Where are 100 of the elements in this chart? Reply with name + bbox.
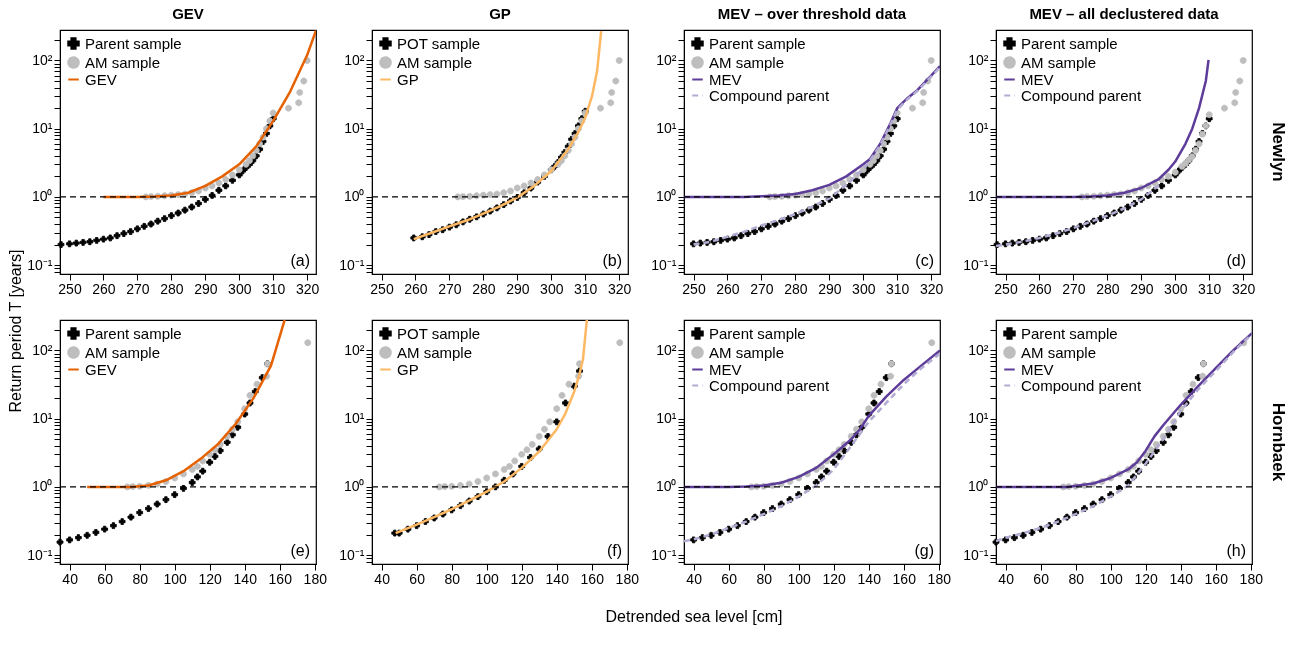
legend-label: AM sample <box>1021 343 1097 361</box>
y-tick-label: 10⁰ <box>655 188 677 205</box>
y-tick-label: 10² <box>968 341 989 358</box>
x-tick-label: 80 <box>756 570 773 587</box>
x-tick-label: 140 <box>233 570 258 587</box>
y-tick-label: 10⁻¹ <box>963 256 989 273</box>
y-tick-label: 10⁰ <box>31 478 53 495</box>
legend-label: AM sample <box>1021 53 1097 71</box>
legend-label: Parent sample <box>85 324 182 342</box>
x-tick-label: 290 <box>818 280 842 297</box>
x-tick-label: 260 <box>404 280 428 297</box>
y-tick-label: 10¹ <box>344 120 365 137</box>
x-tick-label: 40 <box>686 570 703 587</box>
x-tick-label: 160 <box>892 570 917 587</box>
y-tick-label: 10⁰ <box>967 188 989 205</box>
y-tick-label: 10⁰ <box>967 478 989 495</box>
y-tick-label: 10⁻¹ <box>27 546 53 563</box>
legend-label: POT sample <box>397 34 481 52</box>
legend-label: Parent sample <box>709 34 806 52</box>
x-tick-label: 270 <box>750 280 774 297</box>
annotation: (b) <box>602 252 622 269</box>
legend-label: AM sample <box>709 343 785 361</box>
x-tick-label: 250 <box>682 280 706 297</box>
y-tick-label: 10⁻¹ <box>339 256 365 273</box>
y-tick-label: 10¹ <box>968 410 989 427</box>
x-tick-label: 160 <box>268 570 293 587</box>
x-tick-label: 160 <box>1204 570 1229 587</box>
annotation: (f) <box>606 542 622 559</box>
y-tick-label: 10⁰ <box>31 188 53 205</box>
x-tick-label: 80 <box>1068 570 1085 587</box>
x-tick-label: 300 <box>540 280 564 297</box>
x-tick-label: 140 <box>857 570 882 587</box>
x-tick-label: 60 <box>409 570 426 587</box>
x-tick-label: 100 <box>787 570 812 587</box>
x-tick-label: 100 <box>475 570 500 587</box>
legend-label: GEV <box>85 70 117 88</box>
chart-title: GP <box>489 5 511 22</box>
legend-label: Parent sample <box>85 34 182 52</box>
x-tick-label: 260 <box>716 280 740 297</box>
chart-title: MEV – all declustered data <box>1029 5 1220 22</box>
x-tick-label: 290 <box>194 280 218 297</box>
legend-label: Parent sample <box>1021 34 1118 52</box>
y-tick-label: 10² <box>32 341 53 358</box>
x-axis-title: Detrended sea level [cm] <box>605 608 783 625</box>
y-tick-label: 10⁻¹ <box>339 546 365 563</box>
legend-label: AM sample <box>397 53 473 71</box>
x-tick-label: 260 <box>92 280 116 297</box>
legend-label: Compound parent <box>1021 86 1142 104</box>
y-tick-label: 10⁻¹ <box>963 546 989 563</box>
annotation: (g) <box>914 542 934 559</box>
x-tick-label: 280 <box>472 280 496 297</box>
legend-label: AM sample <box>709 53 785 71</box>
annotation: (a) <box>290 252 310 269</box>
legend-label: GP <box>397 70 419 88</box>
x-tick-label: 40 <box>62 570 79 587</box>
legend-label: Parent sample <box>1021 324 1118 342</box>
x-tick-label: 270 <box>1062 280 1086 297</box>
y-tick-label: 10¹ <box>344 410 365 427</box>
text: Newlyn <box>1269 122 1288 182</box>
x-tick-label: 60 <box>97 570 114 587</box>
x-tick-label: 250 <box>994 280 1018 297</box>
x-tick-label: 300 <box>228 280 252 297</box>
x-tick-label: 280 <box>1096 280 1120 297</box>
x-tick-label: 180 <box>927 570 952 587</box>
y-axis-title: Return period T [years] <box>7 249 24 413</box>
x-tick-label: 140 <box>1169 570 1194 587</box>
x-tick-label: 290 <box>1130 280 1154 297</box>
y-tick-label: 10¹ <box>656 410 677 427</box>
legend-label: Parent sample <box>709 324 806 342</box>
x-tick-label: 270 <box>438 280 462 297</box>
x-tick-label: 300 <box>852 280 876 297</box>
y-tick-label: 10⁻¹ <box>27 256 53 273</box>
y-tick-label: 10² <box>968 51 989 68</box>
x-tick-label: 40 <box>998 570 1015 587</box>
y-tick-label: 10² <box>32 51 53 68</box>
legend-label: Compound parent <box>709 86 830 104</box>
x-tick-label: 320 <box>295 280 320 297</box>
x-tick-label: 160 <box>580 570 605 587</box>
annotation: (c) <box>915 252 934 269</box>
legend-label: AM sample <box>85 343 161 361</box>
text: Hornbaek <box>1269 402 1288 482</box>
x-tick-label: 80 <box>444 570 461 587</box>
x-tick-label: 140 <box>545 570 570 587</box>
x-tick-label: 290 <box>506 280 530 297</box>
x-tick-label: 260 <box>1028 280 1052 297</box>
x-tick-label: 180 <box>1239 570 1264 587</box>
annotation: (d) <box>1226 252 1246 269</box>
x-tick-label: 180 <box>615 570 640 587</box>
chart-title: MEV – over threshold data <box>717 5 907 22</box>
y-tick-label: 10⁻¹ <box>651 546 677 563</box>
y-tick-label: 10⁰ <box>655 478 677 495</box>
x-tick-label: 310 <box>1198 280 1222 297</box>
legend-label: MEV <box>709 70 742 88</box>
legend-label: MEV <box>1021 360 1054 378</box>
x-tick-label: 180 <box>303 570 328 587</box>
x-tick-label: 280 <box>160 280 184 297</box>
x-tick-label: 120 <box>510 570 535 587</box>
y-tick-label: 10² <box>656 341 677 358</box>
x-tick-label: 250 <box>58 280 82 297</box>
legend-label: POT sample <box>397 324 481 342</box>
